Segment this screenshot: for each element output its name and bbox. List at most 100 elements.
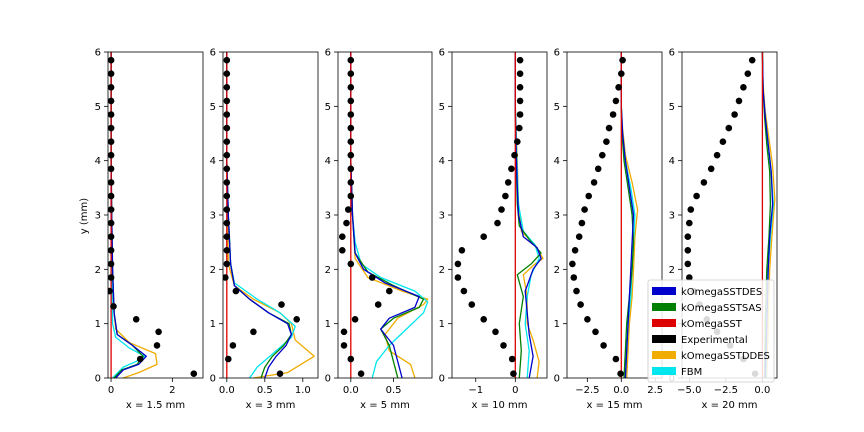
y-tick-label: 4 (554, 156, 560, 167)
experimental-point (700, 179, 708, 186)
y-tick-label: 4 (325, 156, 331, 167)
x-tick-label: 0 (512, 385, 518, 396)
subplot-1: 0 1 2 3 4 5 6 0 2 x = 1.5 mm (95, 48, 204, 411)
y-tick-label: 6 (210, 48, 216, 59)
experimental-point (686, 274, 693, 281)
experimental-point (374, 301, 382, 308)
experimental-point (454, 274, 462, 281)
y-tick-label: 3 (554, 211, 560, 222)
experimental-point (735, 97, 743, 105)
experimental-point (516, 56, 524, 64)
experimental-point (508, 165, 515, 173)
y-tick-label: 6 (554, 48, 560, 59)
x-tick-label: 2 (169, 385, 175, 396)
experimental-point (108, 70, 115, 77)
experimental-point (581, 206, 588, 213)
y-tick-label: 6 (439, 48, 445, 59)
experimental-point (585, 192, 592, 200)
experimental-point (276, 370, 284, 378)
experimental-point (612, 355, 620, 363)
experimental-point (575, 233, 583, 240)
experimental-point (347, 355, 355, 363)
experimental-point (744, 70, 752, 77)
experimental-point (223, 111, 231, 118)
experimental-point (223, 260, 231, 268)
experimental-point (460, 287, 468, 295)
series-line-kOmegaSSTSAS (226, 52, 293, 378)
experimental-point (108, 287, 113, 295)
experimental-point (725, 124, 733, 132)
experimental-point (594, 165, 602, 173)
experimental-point (480, 233, 488, 240)
experimental-point (347, 111, 355, 118)
legend-label: kOmegaSST (681, 319, 743, 330)
experimental-point (590, 179, 598, 186)
experimental-point (223, 165, 231, 173)
axes-frame (566, 51, 663, 379)
series-line-kOmegaSSTDES (620, 52, 635, 378)
experimental-point (687, 206, 695, 213)
experimental-point (347, 124, 355, 132)
experimental-point (511, 151, 518, 159)
y-tick-label: 5 (554, 102, 560, 113)
y-tick-label: 6 (95, 48, 101, 59)
subplot-4: 0 1 2 3 4 5 6 −1 0 x = 10 mm (439, 48, 548, 411)
experimental-point (454, 260, 462, 268)
experimental-point (458, 247, 466, 254)
legend-label: FBM (681, 367, 702, 378)
experimental-point (605, 124, 613, 132)
y-tick-label: 2 (210, 265, 216, 276)
y-tick-label: 3 (669, 211, 675, 222)
y-tick-label: 0 (210, 374, 216, 385)
y-tick-label: 1 (554, 319, 560, 330)
y-tick-label: 6 (325, 48, 331, 59)
experimental-point (386, 287, 393, 295)
experimental-point (347, 260, 355, 268)
x-tick-label: 0.0 (754, 385, 770, 396)
experimental-point (578, 219, 586, 227)
experimental-point (108, 56, 115, 64)
y-tick-label: 3 (439, 211, 445, 222)
y-tick-label: 0 (554, 374, 560, 385)
legend-label: kOmegaSSTSAS (681, 303, 762, 314)
experimental-point (108, 274, 115, 281)
experimental-point (684, 260, 692, 268)
y-tick-label: 4 (210, 156, 216, 167)
experimental-point (132, 316, 140, 323)
experimental-point (108, 97, 115, 105)
y-tick-label: 0 (325, 374, 331, 385)
axes-frame (337, 51, 433, 379)
experimental-point (347, 151, 355, 159)
experimental-point (516, 111, 524, 118)
experimental-point (609, 111, 617, 118)
experimental-point (229, 342, 237, 349)
x-tick-label: −5.0 (677, 385, 701, 396)
experimental-point (110, 303, 117, 310)
experimental-point (516, 97, 524, 105)
experimental-point (232, 287, 240, 295)
subplot-2: 0 1 2 3 4 5 6 0.0 0.5 1.0 x = 3 mm (210, 48, 319, 411)
experimental-point (347, 56, 355, 64)
y-tick-label: 2 (554, 265, 560, 276)
experimental-point (223, 124, 231, 132)
y-tick-label: 1 (439, 319, 445, 330)
experimental-point (136, 355, 144, 363)
y-tick-label: 1 (325, 319, 331, 330)
x-tick-label: 0.0 (219, 385, 235, 396)
legend-swatch (652, 367, 676, 375)
experimental-point (619, 56, 626, 64)
experimental-point (250, 328, 257, 336)
experimental-point (223, 70, 231, 77)
experimental-point (347, 138, 355, 145)
series-line-kOmegaSSTDES (110, 52, 147, 378)
y-tick-label: 2 (439, 265, 445, 276)
experimental-point (740, 84, 747, 91)
y-tick-label: 2 (95, 265, 101, 276)
experimental-point (617, 370, 624, 378)
experimental-point (508, 355, 516, 363)
x-tick-label: 2.5 (647, 385, 663, 396)
x-tick-label: −2.5 (575, 385, 599, 396)
legend: kOmegaSSTDES kOmegaSSTSAS kOmegaSST Experim… (647, 279, 775, 383)
legend-swatch (652, 319, 676, 327)
y-tick-label: 4 (95, 156, 101, 167)
